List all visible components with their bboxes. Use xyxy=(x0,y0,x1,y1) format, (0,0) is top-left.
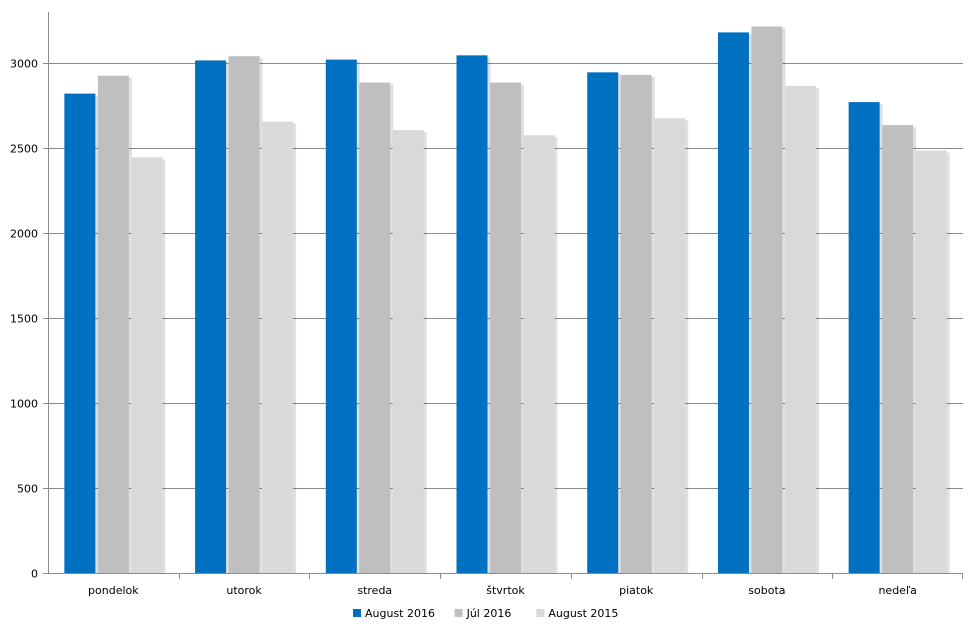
x-category-label: piatok xyxy=(619,584,654,597)
bar xyxy=(848,102,880,573)
bar xyxy=(97,75,129,573)
legend-label: August 2016 xyxy=(365,607,435,620)
legend-label: Júl 2016 xyxy=(466,607,512,620)
y-tick-label: 2000 xyxy=(10,228,38,241)
y-tick-label: 2500 xyxy=(10,143,38,156)
y-tick-label: 0 xyxy=(31,568,38,581)
legend-swatch xyxy=(536,609,545,617)
x-category-label: streda xyxy=(357,584,392,597)
bar xyxy=(64,93,96,573)
legend-swatch xyxy=(454,609,463,617)
bar xyxy=(195,60,227,573)
x-category-label: utorok xyxy=(226,584,262,597)
bar xyxy=(262,121,294,574)
bar xyxy=(654,118,686,573)
x-category-label: nedeľa xyxy=(878,584,916,597)
bar xyxy=(131,157,163,573)
bar xyxy=(717,32,749,573)
bar xyxy=(392,130,424,573)
legend: August 2016 Júl 2016 August 2015 xyxy=(353,607,618,620)
y-tick-label: 500 xyxy=(17,483,38,496)
bar xyxy=(325,59,357,574)
bar xyxy=(490,82,521,574)
bar xyxy=(456,55,488,574)
y-tick-label: 1500 xyxy=(10,313,38,326)
bars xyxy=(64,26,950,574)
bar xyxy=(228,56,260,573)
x-category-label: pondelok xyxy=(88,584,139,597)
y-tick-label: 1000 xyxy=(10,398,38,411)
bar xyxy=(882,125,914,574)
x-category-label: sobota xyxy=(748,584,785,597)
bar xyxy=(915,150,947,574)
bar xyxy=(359,82,391,574)
bar xyxy=(784,85,816,573)
bar xyxy=(523,135,555,573)
bar xyxy=(587,72,619,573)
bar xyxy=(620,74,652,574)
axes: 0 500 1000 1500 2000 2500 3000 pondelok utorok st… xyxy=(10,12,963,597)
y-tick-label: 3000 xyxy=(10,58,38,71)
legend-label: August 2015 xyxy=(548,607,618,620)
bar xyxy=(751,26,783,573)
legend-swatch xyxy=(353,609,361,617)
x-category-label: štvrtok xyxy=(486,584,525,597)
